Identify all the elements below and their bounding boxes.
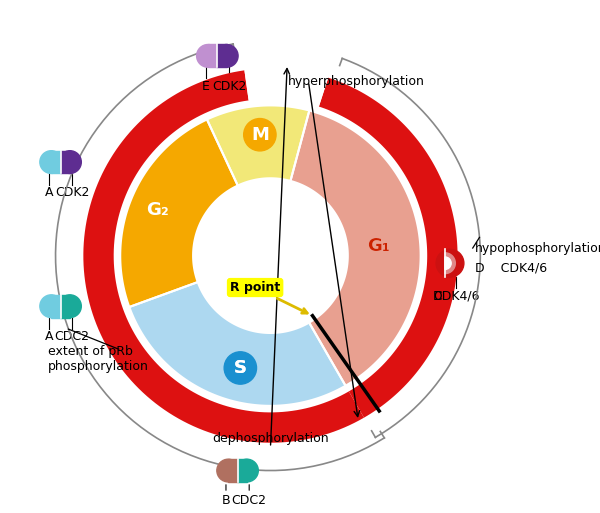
Circle shape [436,249,464,277]
Text: D    CDK4/6: D CDK4/6 [475,262,547,275]
Text: G₁: G₁ [367,237,390,255]
Circle shape [40,295,62,318]
Bar [228,459,238,482]
Text: extent of pRb
phosphorylation: extent of pRb phosphorylation [48,345,149,373]
Text: CDK2: CDK2 [55,186,89,199]
Bar [61,295,70,318]
Circle shape [59,151,82,173]
Text: CDK2: CDK2 [212,80,246,93]
Text: dephosphorylation: dephosphorylation [212,432,329,445]
Bar [238,459,247,482]
Polygon shape [121,121,238,307]
Text: R point: R point [230,281,307,313]
Circle shape [244,119,276,151]
Polygon shape [244,69,328,107]
Polygon shape [130,283,345,405]
Circle shape [236,459,259,482]
Circle shape [217,459,239,482]
Polygon shape [319,77,458,418]
Wedge shape [445,253,455,273]
Circle shape [40,151,62,173]
Text: S: S [234,359,247,377]
Bar [51,151,61,173]
Polygon shape [291,111,419,385]
Text: hyperphosphorylation: hyperphosphorylation [288,75,425,88]
Circle shape [59,295,82,318]
Text: B: B [221,494,230,507]
Polygon shape [83,70,364,443]
Text: E: E [202,80,209,93]
Polygon shape [208,106,309,185]
Text: hypophosphorylation: hypophosphorylation [475,242,600,254]
Circle shape [224,352,257,384]
Bar [217,45,227,67]
Text: A: A [45,330,53,343]
Circle shape [215,45,238,67]
Text: S: S [234,359,247,377]
Bar [445,249,450,277]
Text: G₂: G₂ [146,201,169,219]
Bar [208,45,217,67]
Text: D: D [433,290,442,303]
Bar [61,151,70,173]
Circle shape [197,45,220,67]
Text: A: A [45,186,53,199]
Text: CDK4/6: CDK4/6 [433,290,479,303]
Text: G₁: G₁ [367,237,390,255]
Text: M: M [251,126,269,144]
Text: CDC2: CDC2 [232,494,266,507]
Bar [51,295,61,318]
Wedge shape [445,257,451,269]
Text: CDC2: CDC2 [55,330,89,343]
